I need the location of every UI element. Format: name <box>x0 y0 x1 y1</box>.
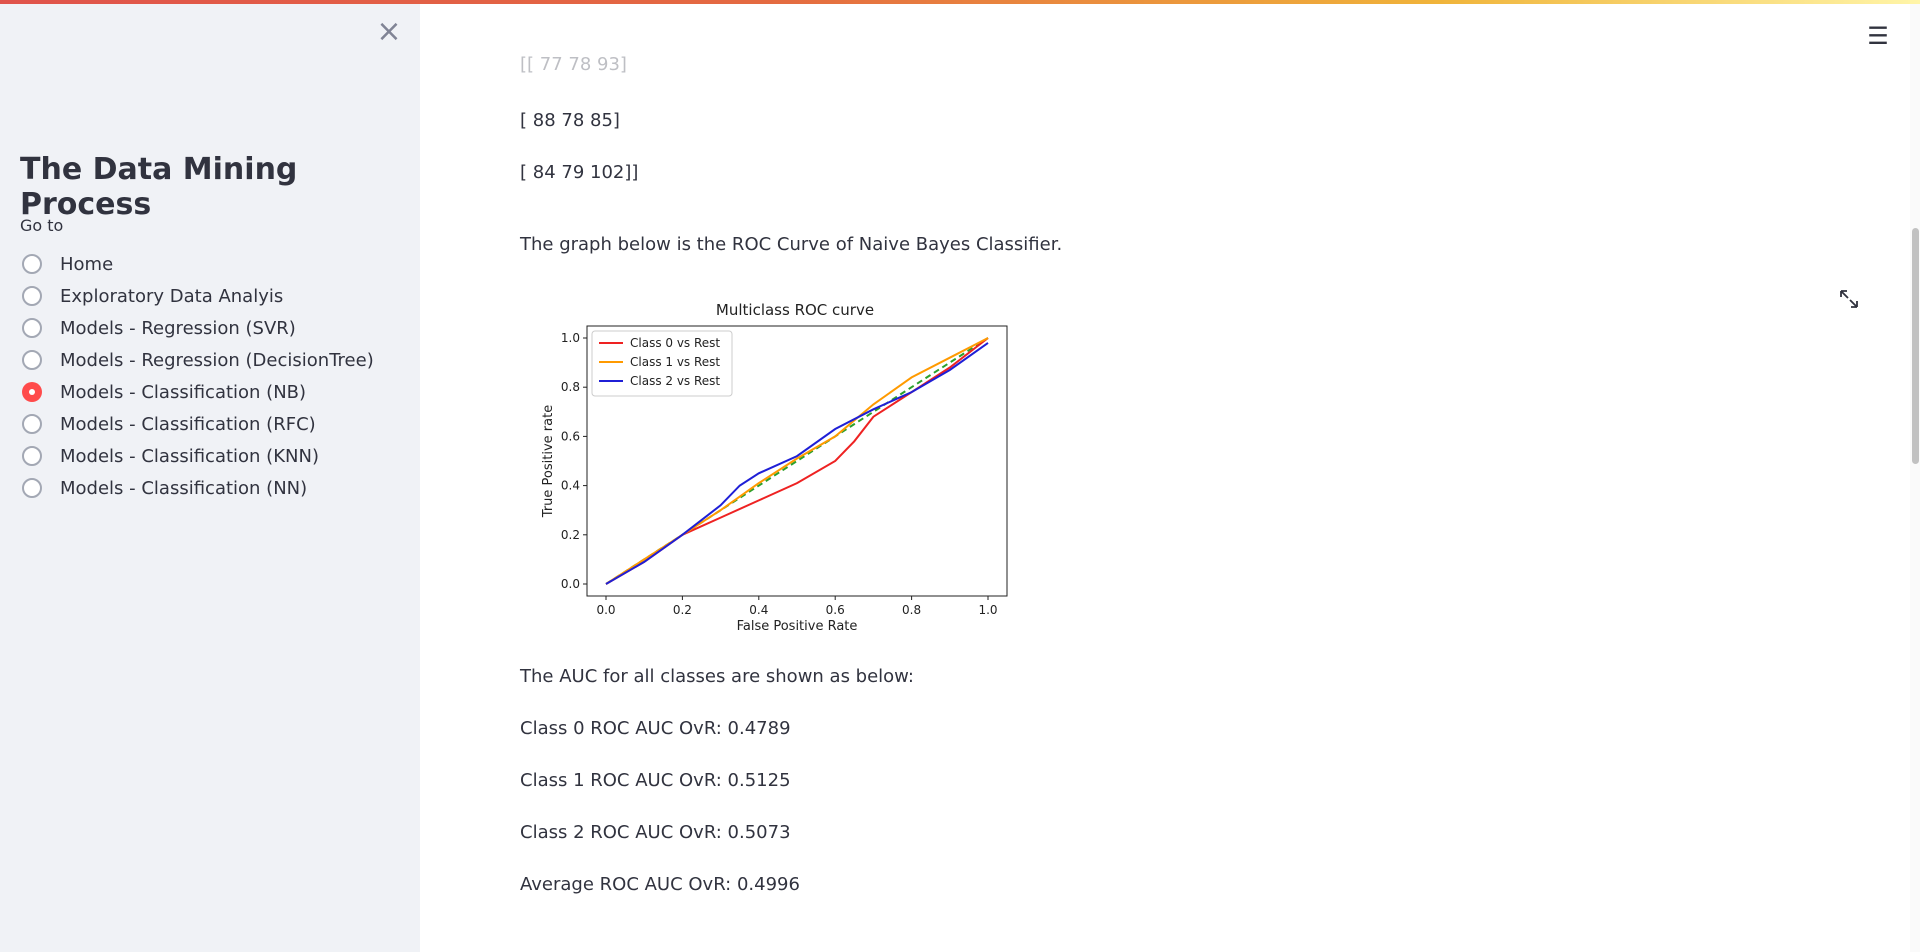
radio-button-icon[interactable] <box>22 286 42 306</box>
legend-label: Class 1 vs Rest <box>630 355 720 369</box>
roc-intro-text: The graph below is the ROC Curve of Naiv… <box>520 234 1063 255</box>
chart-legend: Class 0 vs Rest Class 1 vs Rest Class 2 vs… <box>591 330 733 397</box>
radio-button-selected-icon[interactable] <box>22 382 42 402</box>
scrollbar-track[interactable] <box>1910 0 1920 952</box>
radio-label: Models - Classification (NB) <box>60 381 307 403</box>
y-tick-label: 0.0 <box>561 577 580 591</box>
y-tick-label: 0.8 <box>561 380 580 394</box>
radio-label: Exploratory Data Analyis <box>60 285 284 307</box>
matrix-row-3: [ 84 79 102]] <box>520 162 639 183</box>
expand-icon[interactable] <box>1838 288 1860 310</box>
legend-box <box>591 330 733 397</box>
nav-radio-regression-svr[interactable]: Models - Regression (SVR) <box>20 312 374 344</box>
nav-radio-home[interactable]: Home <box>20 248 374 280</box>
radio-button-icon[interactable] <box>22 414 42 434</box>
radio-button-icon[interactable] <box>22 254 42 274</box>
auc-intro-text: The AUC for all classes are shown as bel… <box>520 666 914 687</box>
nav-radio-classification-nb[interactable]: Models - Classification (NB) <box>20 376 374 408</box>
x-tick-label: 0.2 <box>673 603 692 617</box>
sidebar-title: The Data Mining Process <box>20 152 298 222</box>
nav-radio-classification-rfc[interactable]: Models - Classification (RFC) <box>20 408 374 440</box>
x-tick-label: 0.8 <box>902 603 921 617</box>
nav-radio-classification-nn[interactable]: Models - Classification (NN) <box>20 472 374 504</box>
y-tick-label: 0.4 <box>561 479 580 493</box>
x-tick-label: 1.0 <box>978 603 997 617</box>
app-top-decoration-bar <box>0 0 1920 4</box>
radio-label: Models - Regression (DecisionTree) <box>60 349 374 371</box>
radio-button-icon[interactable] <box>22 478 42 498</box>
x-axis-label: False Positive Rate <box>737 619 858 632</box>
y-tick-label: 0.2 <box>561 528 580 542</box>
auc-average: Average ROC AUC OvR: 0.4996 <box>520 874 800 895</box>
hamburger-menu-icon[interactable]: ☰ <box>1867 22 1889 50</box>
auc-class-0: Class 0 ROC AUC OvR: 0.4789 <box>520 718 791 739</box>
radio-button-icon[interactable] <box>22 446 42 466</box>
y-axis-label: True Positive rate <box>541 405 556 518</box>
x-tick-label: 0.6 <box>826 603 845 617</box>
sidebar: × The Data Mining Process Go to Home Exp… <box>0 0 420 952</box>
goto-label: Go to <box>20 216 64 235</box>
radio-label: Models - Regression (SVR) <box>60 317 296 339</box>
matrix-row-2: [ 88 78 85] <box>520 110 620 131</box>
matrix-row-1: [[ 77 78 93] <box>520 54 627 75</box>
radio-button-icon[interactable] <box>22 350 42 370</box>
radio-label: Models - Classification (RFC) <box>60 413 316 435</box>
y-tick-label: 0.6 <box>561 429 580 443</box>
radio-label: Models - Classification (KNN) <box>60 445 319 467</box>
legend-label: Class 0 vs Rest <box>630 336 720 350</box>
chart-title: Multiclass ROC curve <box>716 301 874 319</box>
y-tick-label: 1.0 <box>561 331 580 345</box>
navigation-radio-group: Home Exploratory Data Analyis Models - R… <box>20 248 374 504</box>
roc-line-class-2-vs-rest <box>605 342 989 585</box>
x-tick-label: 0.4 <box>749 603 768 617</box>
auc-class-2: Class 2 ROC AUC OvR: 0.5073 <box>520 822 791 843</box>
radio-label: Models - Classification (NN) <box>60 477 308 499</box>
nav-radio-classification-knn[interactable]: Models - Classification (KNN) <box>20 440 374 472</box>
radio-button-icon[interactable] <box>22 318 42 338</box>
x-tick-label: 0.0 <box>596 603 615 617</box>
nav-radio-regression-decisiontree[interactable]: Models - Regression (DecisionTree) <box>20 344 374 376</box>
legend-label: Class 2 vs Rest <box>630 374 720 388</box>
close-icon[interactable]: × <box>376 14 402 49</box>
scrollbar-thumb[interactable] <box>1912 228 1919 464</box>
nav-radio-exploratory-data-analysis[interactable]: Exploratory Data Analyis <box>20 280 374 312</box>
auc-class-1: Class 1 ROC AUC OvR: 0.5125 <box>520 770 791 791</box>
radio-label: Home <box>60 253 114 275</box>
roc-chart: Multiclass ROC curve 0.0 0.2 0.4 0.6 0.8 1.0 0… <box>541 301 1008 632</box>
